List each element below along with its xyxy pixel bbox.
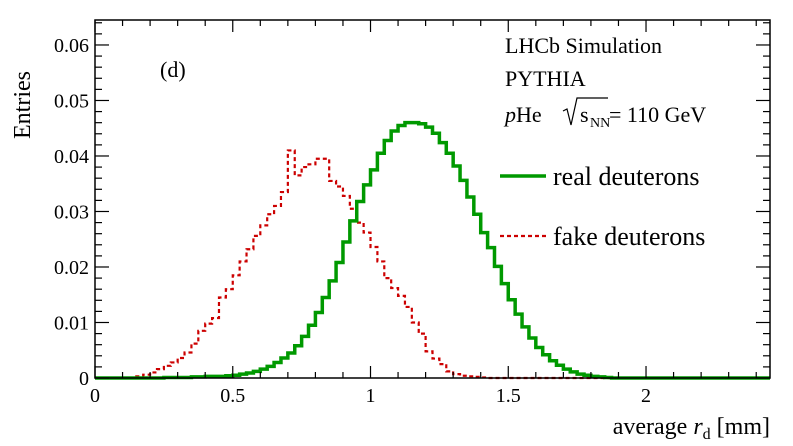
x-axis: 0 0.5 1 1.5 2 (90, 20, 757, 407)
annotation-experiment: LHCb Simulation (505, 33, 662, 58)
x-axis-title-unit: [mm] (711, 414, 770, 440)
annotation-generator: PYTHIA (505, 66, 586, 91)
annotation-collision-sqrt-var: s (580, 102, 589, 127)
x-tick-label: 1.5 (496, 385, 521, 407)
x-tick-label: 2 (641, 385, 651, 407)
legend-label-real-deuterons: real deuterons (553, 162, 700, 191)
series-fake-deuterons-line (95, 149, 770, 380)
legend-label-fake-deuterons: fake deuterons (553, 222, 705, 251)
y-tick-label: 0.04 (54, 146, 89, 168)
annotation-collision-sqrt-sub: NN (590, 116, 610, 131)
panel-label: (d) (160, 57, 186, 82)
y-tick-label: 0.06 (54, 35, 89, 57)
legend: real deuterons fake deuterons (500, 162, 705, 251)
plot-frame (94, 19, 771, 379)
y-axis: 0 0.01 0.02 0.03 0.04 0.05 0.06 (54, 22, 770, 390)
y-tick-label: 0.02 (54, 257, 89, 279)
x-tick-label: 0.5 (220, 385, 245, 407)
x-tick-label: 0 (90, 385, 100, 407)
x-axis-title-sub: d (703, 426, 711, 443)
annotation-collision-energy: = 110 GeV (609, 102, 706, 127)
x-tick-label: 1 (366, 385, 376, 407)
y-tick-label: 0.05 (54, 90, 89, 112)
y-tick-label: 0.01 (54, 312, 89, 334)
annotation-collision: pHe (503, 102, 542, 127)
sqrt-sign-icon (562, 97, 608, 126)
y-axis-title: Entries (10, 71, 36, 139)
annotation-collision-proj: p (503, 102, 516, 127)
series-real-deuterons-line (95, 120, 770, 380)
annotation-collision-target: He (516, 102, 542, 127)
y-tick-label: 0 (79, 368, 89, 390)
x-axis-title-prefix: average (613, 414, 694, 440)
y-tick-label: 0.03 (54, 201, 89, 223)
x-axis-title-var: r (693, 414, 703, 440)
x-axis-title: average rd [mm] (613, 414, 770, 443)
